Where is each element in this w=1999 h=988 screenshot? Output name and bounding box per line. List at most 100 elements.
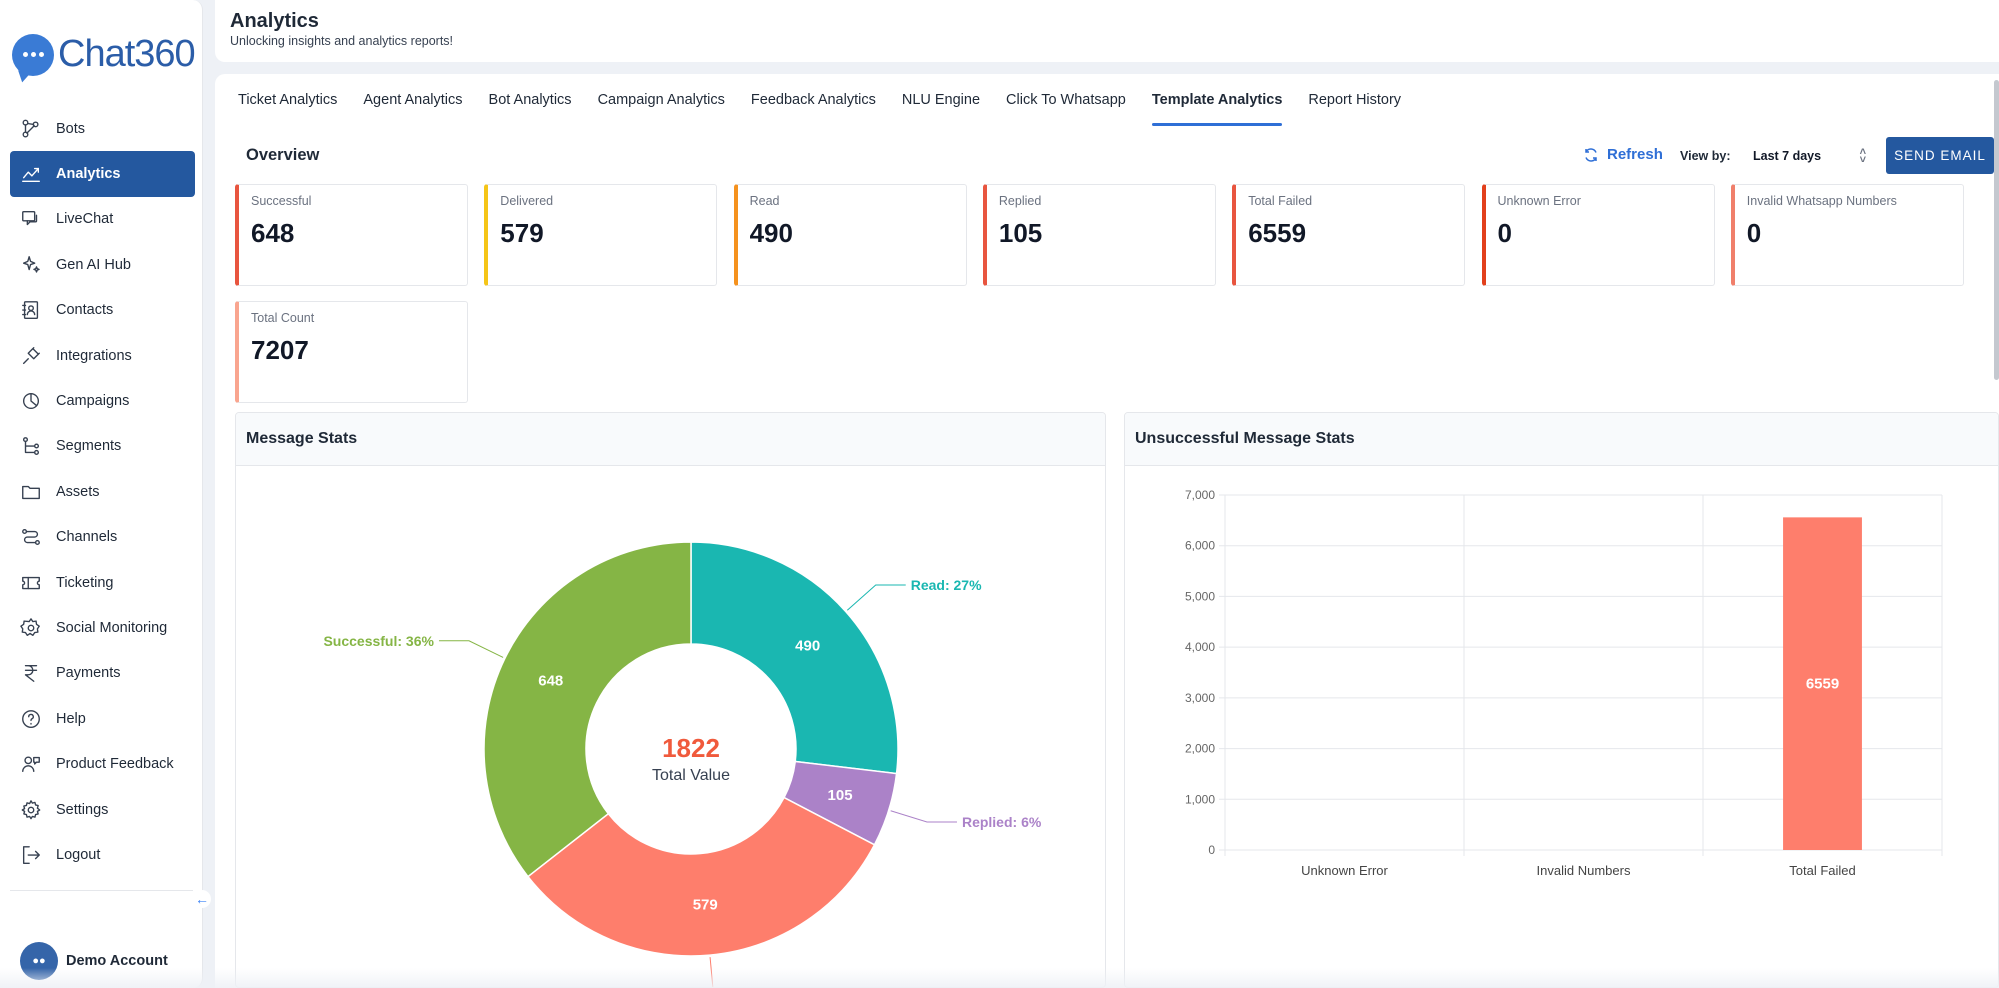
tab-campaign-analytics[interactable]: Campaign Analytics — [597, 92, 725, 108]
tab-report-history[interactable]: Report History — [1308, 92, 1402, 108]
sidebar-item-payments[interactable]: Payments — [10, 651, 195, 696]
sidebar-item-label: Product Feedback — [56, 756, 174, 773]
stat-card-total-failed: Total Failed 6559 — [1232, 184, 1466, 286]
sidebar-item-settings[interactable]: Settings — [10, 787, 195, 832]
y-tick-label: 7,000 — [1185, 488, 1215, 502]
donut-leader-line — [890, 810, 957, 823]
y-tick-label: 6,000 — [1185, 539, 1215, 553]
main-scrollbar[interactable] — [1994, 80, 1999, 380]
donut-slice-read[interactable] — [690, 541, 899, 775]
refresh-icon — [1585, 147, 1597, 162]
view-by-select[interactable]: Last 7 days ˄ ˅ — [1747, 139, 1872, 173]
logout-icon — [22, 846, 40, 864]
y-tick-label: 2,000 — [1185, 742, 1215, 756]
y-tick-label: 1,000 — [1185, 792, 1215, 806]
page-header: Analytics Unlocking insights and analyti… — [215, 0, 1999, 62]
x-tick-label: Total Failed — [1789, 863, 1855, 878]
stat-label: Total Count — [251, 310, 315, 325]
donut-slice-delivered[interactable] — [526, 796, 876, 957]
sidebar-item-label: Settings — [56, 801, 109, 818]
stat-value: 579 — [500, 218, 544, 248]
bar-total-failed[interactable] — [1783, 517, 1862, 850]
stat-card-read: Read 490 — [733, 184, 967, 286]
sidebar-item-label: Campaigns — [56, 393, 130, 410]
logo-text: Chat360 — [58, 33, 196, 75]
bots-icon — [22, 119, 39, 138]
sidebar: Chat360 Bots Analytics LiveChat Gen AI Hub C… — [0, 0, 211, 988]
sidebar-item-analytics[interactable]: Analytics — [10, 151, 195, 197]
donut-value-label: 579 — [693, 896, 718, 913]
sidebar-item-contacts[interactable]: Contacts — [10, 288, 195, 333]
x-tick-label: Invalid Numbers — [1537, 863, 1631, 878]
donut-slice-successful[interactable] — [483, 541, 692, 878]
sidebar-item-product-feedback[interactable]: Product Feedback — [10, 741, 195, 786]
donut-leader-line — [846, 584, 906, 611]
sidebar-item-social-monitoring[interactable]: Social Monitoring — [10, 605, 195, 650]
sidebar-item-label: Bots — [56, 120, 86, 137]
page-title: Analytics — [230, 10, 319, 32]
stat-card-delivered: Delivered 579 — [484, 184, 718, 286]
chevron-updown-icon: ˄ ˅ — [1859, 146, 1866, 166]
sidebar-item-segments[interactable]: Segments — [10, 424, 195, 469]
tab-template-analytics[interactable]: Template Analytics — [1139, 74, 1296, 126]
stat-label: Successful — [251, 194, 312, 208]
sidebar-item-label: LiveChat — [56, 211, 114, 228]
sidebar-item-label: Analytics — [56, 166, 121, 183]
sidebar-item-integrations[interactable]: Integrations — [10, 333, 195, 378]
plug-icon — [22, 346, 40, 364]
ticket-icon — [22, 576, 40, 589]
sidebar-item-label: Contacts — [56, 302, 114, 319]
pie-icon — [22, 393, 40, 410]
sparkle-icon — [22, 255, 40, 273]
sidebar-item-label: Segments — [56, 438, 122, 455]
account-name: Demo Account — [66, 953, 168, 969]
bar-value-label: 6559 — [1806, 676, 1839, 693]
logo[interactable]: Chat360 — [12, 33, 196, 76]
view-by-value: Last 7 days — [1753, 149, 1822, 163]
tab-click-to-whatsapp[interactable]: Click To Whatsapp — [1006, 92, 1126, 108]
sidebar-item-label: Gen AI Hub — [56, 256, 131, 273]
rupee-icon — [24, 665, 38, 683]
overview-title: Overview — [246, 146, 320, 164]
unsuccessful-stats-title: Unsuccessful Message Stats — [1125, 413, 1998, 466]
stat-card-successful: Successful 648 — [235, 184, 468, 286]
stat-value: 105 — [998, 218, 1043, 248]
sidebar-item-label: Integrations — [56, 347, 132, 364]
bar-value-label: 0 — [1579, 835, 1587, 852]
donut-outer-label: Successful: 36% — [323, 633, 434, 649]
stat-label: Total Failed — [1248, 194, 1313, 208]
tab-nlu-engine[interactable]: NLU Engine — [901, 92, 981, 108]
sidebar-item-assets[interactable]: Assets — [10, 469, 195, 514]
sidebar-item-livechat[interactable]: LiveChat — [10, 197, 195, 242]
sidebar-item-ticketing[interactable]: Ticketing — [10, 560, 195, 605]
collapse-sidebar-icon[interactable]: ← — [193, 890, 211, 908]
donut-outer-label: Replied: 6% — [962, 814, 1042, 830]
sidebar-item-channels[interactable]: Channels — [10, 515, 195, 560]
bar-value-label: 0 — [1340, 835, 1348, 852]
tab-ticket-analytics[interactable]: Ticket Analytics — [238, 92, 338, 108]
unsuccessful-stats-panel: Unsuccessful Message Stats 0 1,000 2,000 3,… — [1124, 412, 1999, 988]
donut-center-value: 1822 — [662, 733, 720, 763]
sidebar-item-label: Assets — [56, 483, 100, 500]
tab-bot-analytics[interactable]: Bot Analytics — [488, 92, 572, 108]
sidebar-item-campaigns[interactable]: Campaigns — [10, 378, 195, 423]
stat-card-unknown-error: Unknown Error 0 — [1481, 184, 1715, 286]
stat-value: 0 — [1497, 218, 1512, 248]
sidebar-nav: Bots Analytics LiveChat Gen AI Hub Contacts I… — [10, 106, 195, 878]
folder-icon — [22, 485, 40, 499]
sidebar-item-bots[interactable]: Bots — [10, 106, 195, 151]
send-email-button[interactable]: SEND EMAIL — [1886, 137, 1994, 174]
sidebar-item-logout[interactable]: Logout — [10, 832, 195, 877]
tab-feedback-analytics[interactable]: Feedback Analytics — [750, 92, 876, 108]
message-stats-title: Message Stats — [236, 413, 1105, 466]
message-stats-panel: Message Stats 490 Read: 27% 105 Replied: 6%… — [235, 412, 1106, 988]
sidebar-item-gen-ai-hub[interactable]: Gen AI Hub — [10, 242, 195, 287]
tab-agent-analytics[interactable]: Agent Analytics — [363, 92, 463, 108]
refresh-button[interactable]: Refresh — [1583, 146, 1663, 163]
bottom-fade — [0, 968, 1999, 988]
sidebar-item-help[interactable]: Help — [10, 696, 195, 741]
stat-label: Unknown Error — [1497, 194, 1581, 208]
stat-label: Delivered — [500, 194, 554, 208]
stat-value: 648 — [251, 218, 295, 248]
